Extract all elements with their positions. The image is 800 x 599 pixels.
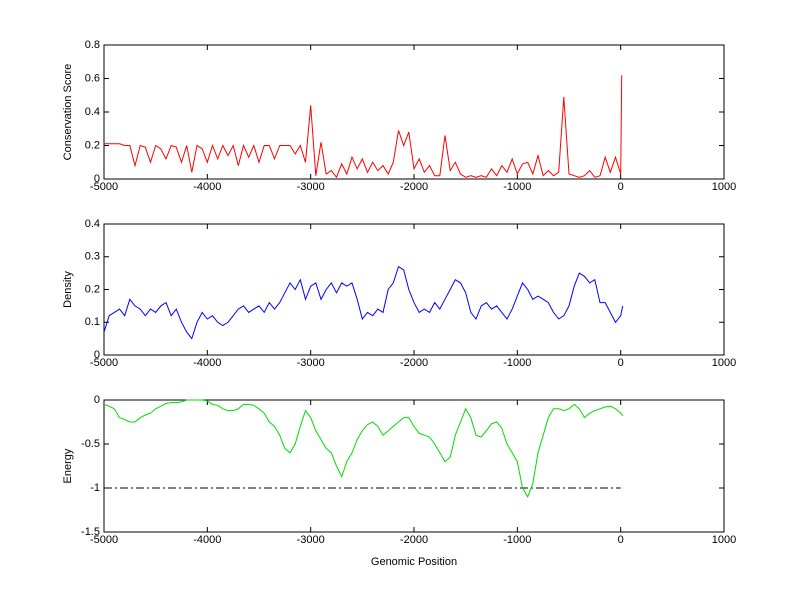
x-tick-label: -2000 xyxy=(400,534,428,546)
x-tick-label: -1000 xyxy=(503,534,531,546)
y-tick-label: 0.2 xyxy=(85,283,100,295)
x-tick-label: 1000 xyxy=(712,357,736,369)
x-tick-label: -4000 xyxy=(193,534,221,546)
x-axis-label: Genomic Position xyxy=(371,556,457,568)
x-tick-label: 0 xyxy=(618,181,624,193)
data-line xyxy=(104,75,623,179)
x-tick-label: -2000 xyxy=(400,181,428,193)
x-tick-label: 1000 xyxy=(712,534,736,546)
y-tick-label: -0.5 xyxy=(81,438,100,450)
x-tick-label: -1000 xyxy=(503,181,531,193)
x-tick-label: -2000 xyxy=(400,357,428,369)
x-tick-label: 0 xyxy=(618,357,624,369)
axes-box xyxy=(103,399,725,533)
y-tick-label: 0.3 xyxy=(85,251,100,263)
y-axis-label: Energy xyxy=(62,448,74,483)
x-tick-label: -1000 xyxy=(503,357,531,369)
y-tick-label: 0.4 xyxy=(85,106,100,118)
x-tick-label: -5000 xyxy=(90,357,118,369)
x-tick-label: -3000 xyxy=(297,181,325,193)
x-tick-label: 0 xyxy=(618,534,624,546)
y-tick-label: 0 xyxy=(94,394,100,406)
y-tick-label: 0.6 xyxy=(85,72,100,84)
x-tick-label: -5000 xyxy=(90,534,118,546)
y-tick-label: 0.4 xyxy=(85,218,100,230)
axes-box xyxy=(103,223,725,356)
y-tick-label: 0 xyxy=(94,173,100,185)
data-line xyxy=(103,399,624,498)
x-tick-label: -4000 xyxy=(193,357,221,369)
y-tick-label: 0.1 xyxy=(85,316,100,328)
x-tick-label: 1000 xyxy=(712,181,736,193)
y-axis-label: Conservation Score xyxy=(62,64,74,161)
y-tick-label: 0.2 xyxy=(85,139,100,151)
x-tick-label: -4000 xyxy=(193,181,221,193)
y-tick-label: 0.8 xyxy=(85,39,100,51)
y-axis-label: Density xyxy=(62,271,74,308)
y-tick-label: -1.5 xyxy=(81,526,100,538)
y-tick-label: 0 xyxy=(94,349,100,361)
x-tick-label: -5000 xyxy=(90,181,118,193)
data-line xyxy=(103,265,624,340)
y-tick-label: -1 xyxy=(90,482,100,494)
axes-box xyxy=(103,44,725,180)
x-tick-label: -3000 xyxy=(297,534,325,546)
x-tick-label: -3000 xyxy=(297,357,325,369)
